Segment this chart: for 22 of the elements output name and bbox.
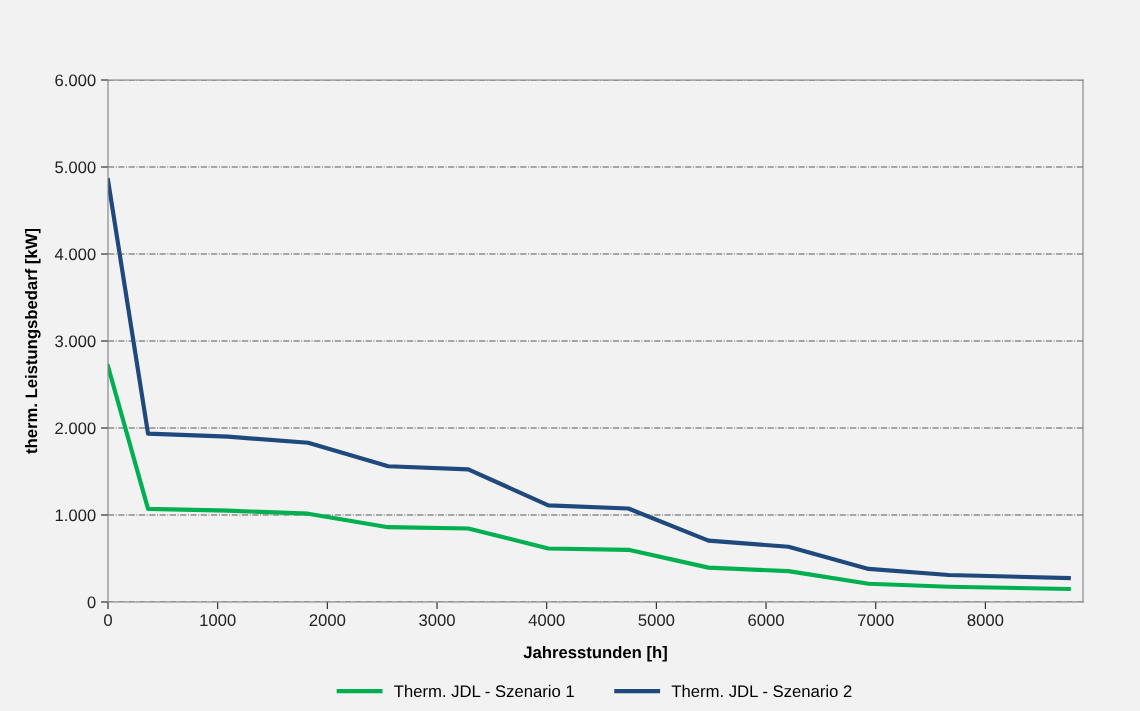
x-tick-label: 0 — [104, 614, 112, 627]
y-tick-label: 6.000 — [55, 74, 96, 87]
y-tick-label: 1.000 — [55, 509, 96, 522]
legend-label: Therm. JDL - Szenario 1 — [394, 684, 574, 698]
x-tick-label: 2000 — [309, 614, 346, 627]
x-tick-label: 6000 — [748, 614, 784, 627]
y-tick-label: 5.000 — [55, 161, 96, 174]
x-tick-label: 3000 — [419, 614, 455, 627]
line-series — [108, 364, 1071, 592]
line-series — [108, 177, 1071, 581]
x-tick-label: 7000 — [858, 614, 894, 627]
y-axis-title: therm. Leistungsbedarf [kW] — [24, 228, 41, 454]
legend-label: Therm. JDL - Szenario 2 — [671, 684, 852, 698]
x-tick-label: 8000 — [967, 614, 1004, 627]
x-tick-label: 4000 — [528, 614, 565, 627]
y-tick-label: 2.000 — [55, 422, 96, 435]
y-tick-label: 4.000 — [54, 248, 96, 261]
x-axis-title: Jahresstunden [h] — [523, 646, 667, 662]
x-tick-label: 5000 — [638, 614, 675, 627]
y-tick-label: 3.000 — [55, 335, 96, 348]
x-tick-label: 1000 — [200, 614, 236, 627]
y-tick-label: 0 — [87, 596, 96, 609]
